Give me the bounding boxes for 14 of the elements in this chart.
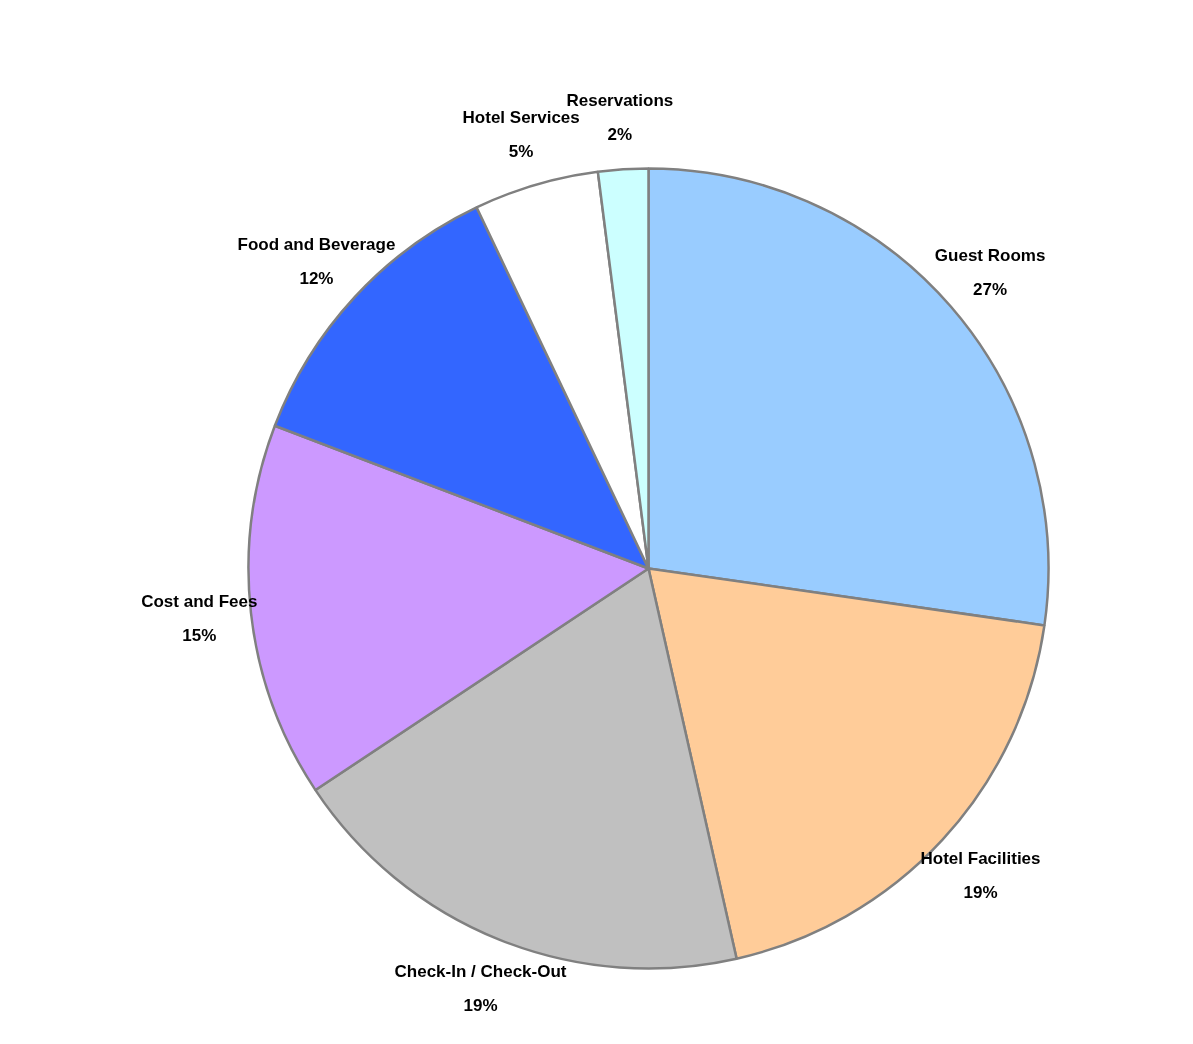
slice-label: Food and Beverage xyxy=(237,235,396,255)
data-label: 19% xyxy=(463,995,498,1015)
slice-label: Reservations xyxy=(566,90,674,110)
data-label: 15% xyxy=(182,626,217,646)
slice-label: Hotel Facilities xyxy=(920,848,1041,868)
data-label: 12% xyxy=(299,269,334,289)
slice-label: Cost and Fees xyxy=(141,592,258,612)
data-label: 27% xyxy=(973,280,1008,299)
slice-label: Check-In / Check-Out xyxy=(394,961,567,981)
data-label: 5% xyxy=(508,142,534,162)
slice-label: Hotel Services xyxy=(462,108,580,128)
data-label: 19% xyxy=(963,882,998,902)
slice-label: Guest Rooms xyxy=(934,246,1046,265)
data-label: 2% xyxy=(607,124,633,144)
